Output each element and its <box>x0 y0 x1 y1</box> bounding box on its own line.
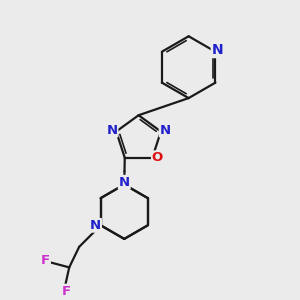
Text: N: N <box>212 43 223 57</box>
Text: N: N <box>119 176 130 189</box>
Text: N: N <box>106 124 118 136</box>
Text: N: N <box>160 124 171 136</box>
Text: O: O <box>152 151 163 164</box>
Text: F: F <box>62 285 71 298</box>
Text: F: F <box>41 254 50 267</box>
Text: N: N <box>90 219 101 232</box>
